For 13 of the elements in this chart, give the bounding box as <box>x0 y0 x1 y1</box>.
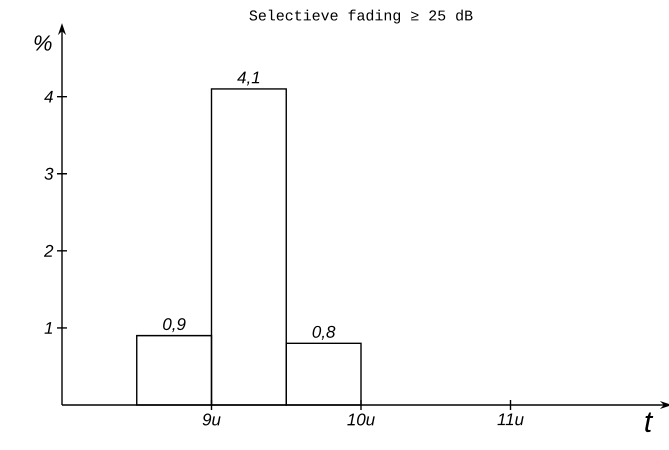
x-axis-title: t <box>645 412 654 432</box>
x-tick-label: 11u <box>497 414 524 426</box>
y-tick-label: 4 <box>44 90 53 102</box>
data-label: 0,8 <box>312 326 336 340</box>
x-tick-label: 9u <box>202 414 221 426</box>
chart-title: Selectieve fading ≥ 25 dB <box>249 10 472 24</box>
y-tick-label: 3 <box>44 168 54 180</box>
data-label: 0,9 <box>163 318 186 332</box>
y-tick-label: 1 <box>44 322 52 334</box>
data-label: 4,1 <box>237 72 260 86</box>
x-tick-label: 10u <box>347 414 375 426</box>
y-axis-title: % <box>34 35 52 51</box>
y-tick-label: 2 <box>44 244 54 257</box>
